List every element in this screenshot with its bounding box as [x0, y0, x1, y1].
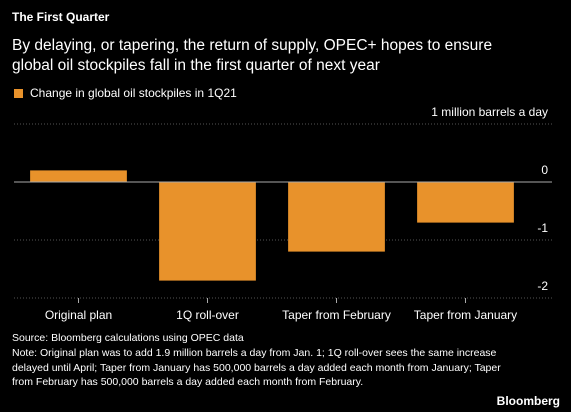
note: Note: Original plan was to add 1.9 milli… [12, 347, 501, 388]
x-tick-label: Taper from January [414, 308, 517, 322]
y-tick-label: -1 [537, 221, 548, 235]
chart-subtitle: By delaying, or tapering, the return of … [12, 37, 493, 74]
bar [417, 182, 514, 223]
x-tick-label: Taper from February [282, 308, 391, 322]
source: Source: Bloomberg calculations using OPE… [12, 332, 244, 344]
bar [30, 170, 127, 182]
y-tick-label: 0 [541, 163, 548, 177]
y-tick-label: 1 million barrels a day [431, 105, 548, 119]
bar [159, 182, 256, 281]
chart-title: The First Quarter [12, 10, 110, 24]
brand: Bloomberg [497, 394, 560, 408]
y-tick-label: -2 [537, 279, 548, 293]
legend-swatch [14, 89, 23, 98]
bar [288, 182, 385, 252]
x-tick-label: Original plan [45, 308, 112, 322]
legend-label: Change in global oil stockpiles in 1Q21 [30, 86, 237, 100]
x-tick-label: 1Q roll-over [176, 308, 239, 322]
